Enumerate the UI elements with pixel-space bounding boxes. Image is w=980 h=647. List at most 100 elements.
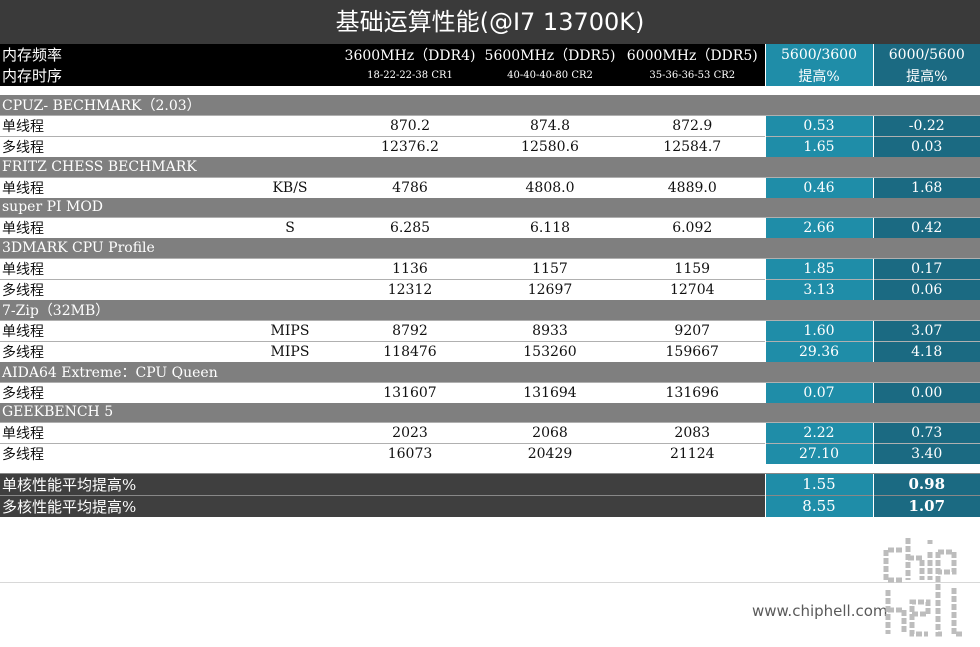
summary-improve-5600-vs-3600: 8.55 — [764, 494, 873, 517]
summary-row: 多核性能平均提高% 8.55 1.07 — [0, 494, 980, 517]
table-row: 多线程 MIPS 118476 153260 159667 29.36 4.18 — [0, 340, 980, 362]
value-5600: 874.8 — [480, 115, 620, 137]
header-row-frequency: 内存频率 3600MHz（DDR4) 5600MHz（DDR5) 6000MHz… — [0, 44, 980, 65]
row-label: 多线程 — [0, 443, 240, 464]
improve-6000-vs-5600: 3.40 — [872, 443, 980, 464]
improve-5600-vs-3600: 2.66 — [764, 217, 873, 238]
category-row: FRITZ CHESS BECHMARK — [0, 157, 980, 177]
benchmark-table-body: 内存频率 3600MHz（DDR4) 5600MHz（DDR5) 6000MHz… — [0, 44, 980, 517]
row-unit — [240, 115, 340, 137]
table-row: 多线程 12312 12697 12704 3.13 0.06 — [0, 278, 980, 300]
header-config-2-freq: 5600MHz（DDR5) — [480, 44, 620, 65]
improve-5600-vs-3600: 0.07 — [764, 381, 873, 403]
improve-6000-vs-5600: 1.68 — [872, 176, 980, 198]
value-6000: 872.9 — [620, 115, 765, 137]
category-row: AIDA64 Extreme：CPU Queen — [0, 361, 980, 382]
header-improve1-line1: 5600/3600 — [764, 44, 873, 65]
value-6000: 131696 — [620, 381, 765, 403]
category-row: 3DMARK CPU Profile — [0, 238, 980, 258]
table-row: 多线程 12376.2 12580.6 12584.7 1.65 0.03 — [0, 136, 980, 157]
value-3600: 131607 — [340, 381, 480, 403]
value-3600: 6.285 — [340, 217, 480, 238]
value-3600: 870.2 — [340, 115, 480, 137]
improve-5600-vs-3600: 29.36 — [764, 340, 873, 362]
row-label: 单线程 — [0, 319, 240, 341]
value-5600: 4808.0 — [480, 176, 620, 198]
table-row: 单线程 1136 1157 1159 1.85 0.17 — [0, 257, 980, 279]
improve-5600-vs-3600: 3.13 — [764, 278, 873, 300]
header-improve1-line2: 提高% — [764, 65, 873, 86]
category-name: GEEKBENCH 5 — [0, 402, 980, 423]
header-config-1-timing: 18-22-22-38 CR1 — [340, 65, 480, 86]
improve-6000-vs-5600: 3.07 — [872, 319, 980, 341]
row-unit — [240, 422, 340, 444]
row-unit: S — [240, 217, 340, 238]
header-spacer — [240, 65, 340, 86]
row-unit: MIPS — [240, 340, 340, 362]
improve-5600-vs-3600: 1.60 — [764, 319, 873, 341]
row-label: 多线程 — [0, 340, 240, 362]
category-name: 3DMARK CPU Profile — [0, 238, 980, 258]
value-3600: 12376.2 — [340, 136, 480, 157]
improve-5600-vs-3600: 0.46 — [764, 176, 873, 198]
improve-6000-vs-5600: 0.06 — [872, 278, 980, 300]
value-5600: 6.118 — [480, 217, 620, 238]
category-name: FRITZ CHESS BECHMARK — [0, 157, 980, 177]
watermark-site: www.chiphell.com — [752, 602, 888, 620]
table-row: 多线程 16073 20429 21124 27.10 3.40 — [0, 443, 980, 464]
header-timing-label: 内存时序 — [0, 65, 240, 86]
table-row: 单线程 S 6.285 6.118 6.092 2.66 0.42 — [0, 217, 980, 238]
row-unit — [240, 278, 340, 300]
value-6000: 12584.7 — [620, 136, 765, 157]
table-row: 单线程 MIPS 8792 8933 9207 1.60 3.07 — [0, 319, 980, 341]
improve-5600-vs-3600: 1.85 — [764, 257, 873, 279]
header-improve2-line2: 提高% — [872, 65, 980, 86]
row-label: 多线程 — [0, 381, 240, 403]
value-3600: 8792 — [340, 319, 480, 341]
value-5600: 20429 — [480, 443, 620, 464]
header-config-1-freq: 3600MHz（DDR4) — [340, 44, 480, 65]
value-3600: 118476 — [340, 340, 480, 362]
value-6000: 4889.0 — [620, 176, 765, 198]
header-config-3-freq: 6000MHz（DDR5) — [620, 44, 765, 65]
value-5600: 153260 — [480, 340, 620, 362]
row-label: 单线程 — [0, 176, 240, 198]
value-6000: 159667 — [620, 340, 765, 362]
chiphell-logo-icon — [883, 538, 962, 637]
value-5600: 8933 — [480, 319, 620, 341]
header-frequency-label: 内存频率 — [0, 44, 240, 65]
header-gap — [0, 86, 980, 95]
row-label: 单线程 — [0, 422, 240, 444]
table-row: 多线程 131607 131694 131696 0.07 0.00 — [0, 381, 980, 403]
value-5600: 12580.6 — [480, 136, 620, 157]
value-6000: 1159 — [620, 257, 765, 279]
header-row-timing: 内存时序 18-22-22-38 CR1 40-40-40-80 CR2 35-… — [0, 65, 980, 86]
improve-6000-vs-5600: 4.18 — [872, 340, 980, 362]
category-row: GEEKBENCH 5 — [0, 402, 980, 423]
category-row: 7-Zip（32MB） — [0, 299, 980, 320]
value-5600: 12697 — [480, 278, 620, 300]
value-3600: 12312 — [340, 278, 480, 300]
page-title: 基础运算性能(@I7 13700K) — [0, 0, 980, 44]
row-unit: MIPS — [240, 319, 340, 341]
value-5600: 1157 — [480, 257, 620, 279]
improve-6000-vs-5600: 0.03 — [872, 136, 980, 157]
row-unit — [240, 443, 340, 464]
table-row: 单线程 KB/S 4786 4808.0 4889.0 0.46 1.68 — [0, 176, 980, 198]
row-label: 单线程 — [0, 115, 240, 137]
table-row: 单线程 870.2 874.8 872.9 0.53 -0.22 — [0, 115, 980, 137]
value-3600: 4786 — [340, 176, 480, 198]
category-name: AIDA64 Extreme：CPU Queen — [0, 361, 980, 382]
category-name: 7-Zip（32MB） — [0, 299, 980, 320]
value-6000: 21124 — [620, 443, 765, 464]
value-6000: 9207 — [620, 319, 765, 341]
row-unit — [240, 257, 340, 279]
category-row: CPUZ- BECHMARK（2.03） — [0, 95, 980, 116]
category-name: CPUZ- BECHMARK（2.03） — [0, 95, 980, 116]
value-6000: 6.092 — [620, 217, 765, 238]
value-5600: 131694 — [480, 381, 620, 403]
summary-gap-cell — [0, 464, 980, 473]
row-label: 单线程 — [0, 217, 240, 238]
table-row: 单线程 2023 2068 2083 2.22 0.73 — [0, 422, 980, 444]
summary-improve-5600-vs-3600: 1.55 — [764, 472, 873, 495]
